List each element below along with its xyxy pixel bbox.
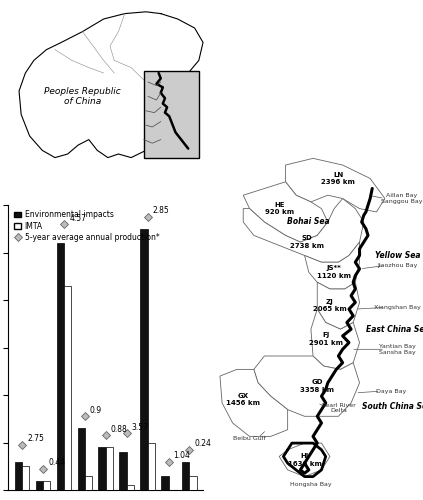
Bar [148,442,155,490]
Text: East China Sea: East China Sea [366,324,423,334]
Text: ZJ
2065 km: ZJ 2065 km [313,299,347,312]
Bar [64,286,71,490]
Bar [190,476,197,490]
Polygon shape [243,182,328,242]
Text: Pearl River
Delta: Pearl River Delta [321,402,355,413]
Bar [77,428,85,490]
Text: Daya Bay: Daya Bay [376,388,407,394]
FancyBboxPatch shape [144,71,199,158]
Bar [140,229,148,490]
Bar [161,476,168,490]
Bar [126,485,134,490]
Text: Yantian Bay
Sansha Bay: Yantian Bay Sansha Bay [379,344,416,354]
Bar [22,466,29,490]
Bar [182,462,190,490]
Bar [85,476,92,490]
Polygon shape [286,158,385,212]
Text: 3.57: 3.57 [131,422,148,432]
Polygon shape [243,198,364,262]
Text: Hongsha Bay: Hongsha Bay [290,482,332,488]
Bar [57,243,64,490]
Text: Yellow Sea: Yellow Sea [375,251,420,260]
Polygon shape [254,356,360,416]
Polygon shape [220,370,288,436]
Text: 0.88: 0.88 [110,425,127,434]
Polygon shape [279,443,330,476]
Polygon shape [317,282,360,329]
Text: Aillan Bay
Sanggou Bay: Aillan Bay Sanggou Bay [381,193,423,204]
Text: 2.75: 2.75 [27,434,44,444]
Polygon shape [305,242,360,289]
Text: HI
1636 km: HI 1636 km [288,453,321,466]
Text: Bohai Sea: Bohai Sea [288,218,330,226]
Text: 4.57: 4.57 [69,214,86,222]
Text: 0.44: 0.44 [48,458,65,467]
Bar [99,447,106,490]
Bar [36,480,43,490]
Text: 0.9: 0.9 [89,406,102,415]
Polygon shape [311,309,360,370]
Text: HE
920 km: HE 920 km [265,202,294,215]
Text: JS**
1120 km: JS** 1120 km [317,266,351,279]
Bar [119,452,126,490]
Text: FJ
2901 km: FJ 2901 km [309,332,343,346]
Text: LN
2396 km: LN 2396 km [321,172,355,185]
Text: GD
3358 km: GD 3358 km [300,380,334,393]
Text: GX
1456 km: GX 1456 km [226,393,260,406]
Text: Beibu Gulf: Beibu Gulf [233,436,266,440]
Polygon shape [19,12,203,158]
Text: Xiangshan Bay: Xiangshan Bay [374,305,421,310]
Text: 2.85: 2.85 [152,206,169,216]
Legend: Environmental impacts, IMTA, 5-year average annual production*: Environmental impacts, IMTA, 5-year aver… [12,209,161,244]
Text: Peoples Republic
of China: Peoples Republic of China [44,86,121,106]
Text: 0.24: 0.24 [194,439,211,448]
Bar [43,480,50,490]
Text: SD
2738 km: SD 2738 km [290,236,324,249]
Bar [106,447,113,490]
Text: 1.04: 1.04 [173,451,190,460]
Bar [15,462,22,490]
Text: Jiaozhou Bay: Jiaozhou Bay [377,263,418,268]
Text: South China Sea: South China Sea [363,402,423,411]
